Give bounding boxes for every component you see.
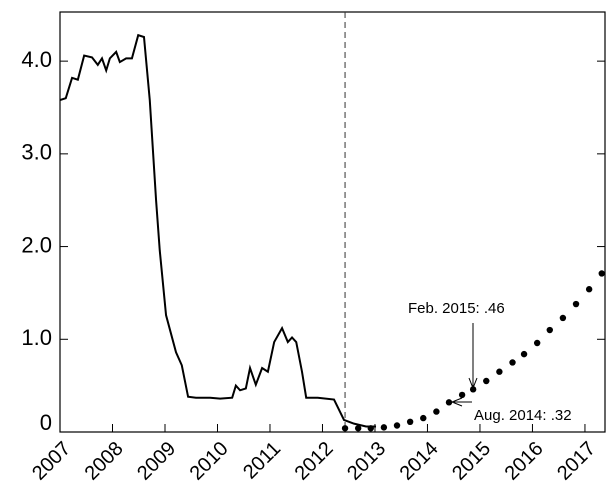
plot-frame	[59, 11, 606, 433]
annotation-arrow-head	[468, 377, 478, 390]
x-tick-label: 2016	[501, 438, 548, 485]
x-tick-label: 2008	[81, 438, 128, 485]
x-tick-label: 2009	[133, 438, 180, 485]
x-tick-label: 2007	[28, 438, 75, 485]
annotation: Feb. 2015: .46	[408, 300, 505, 317]
data-point	[341, 425, 349, 432]
y-tick-label: 1.0	[21, 325, 52, 350]
data-point	[469, 386, 477, 393]
data-point	[420, 414, 427, 422]
data-point	[585, 286, 593, 293]
x-tick-label: 2013	[343, 438, 390, 485]
x-tick-label: 2010	[186, 438, 233, 485]
y-tick-label: 0	[40, 410, 52, 435]
data-point	[380, 424, 388, 431]
data-point	[433, 408, 440, 415]
data-point	[572, 300, 580, 308]
annotation-arrow-head	[450, 397, 463, 407]
data-point	[546, 326, 553, 334]
plot-area	[60, 12, 605, 432]
y-tick-label: 2.0	[21, 232, 52, 257]
x-tick-label: 2012	[291, 438, 338, 485]
data-line	[60, 33, 377, 428]
data-point	[354, 425, 362, 432]
x-tick-label: 2015	[448, 438, 495, 485]
y-tick-label: 4.0	[21, 47, 52, 72]
data-point	[520, 350, 528, 358]
data-point	[559, 314, 567, 322]
annotation: Aug. 2014: .32	[474, 407, 572, 424]
data-point	[445, 399, 453, 406]
data-point	[483, 377, 490, 385]
data-point	[496, 368, 503, 375]
data-point	[458, 391, 466, 399]
x-tick-label: 2011	[239, 438, 285, 484]
data-point	[406, 418, 414, 426]
y-tick-label: 3.0	[21, 140, 52, 165]
x-tick-label: 2017	[553, 438, 600, 485]
data-point	[393, 422, 401, 429]
data-point	[509, 359, 516, 366]
data-point	[367, 425, 374, 432]
x-tick-label: 2014	[396, 438, 443, 485]
data-point	[598, 270, 605, 277]
data-point	[533, 339, 541, 347]
